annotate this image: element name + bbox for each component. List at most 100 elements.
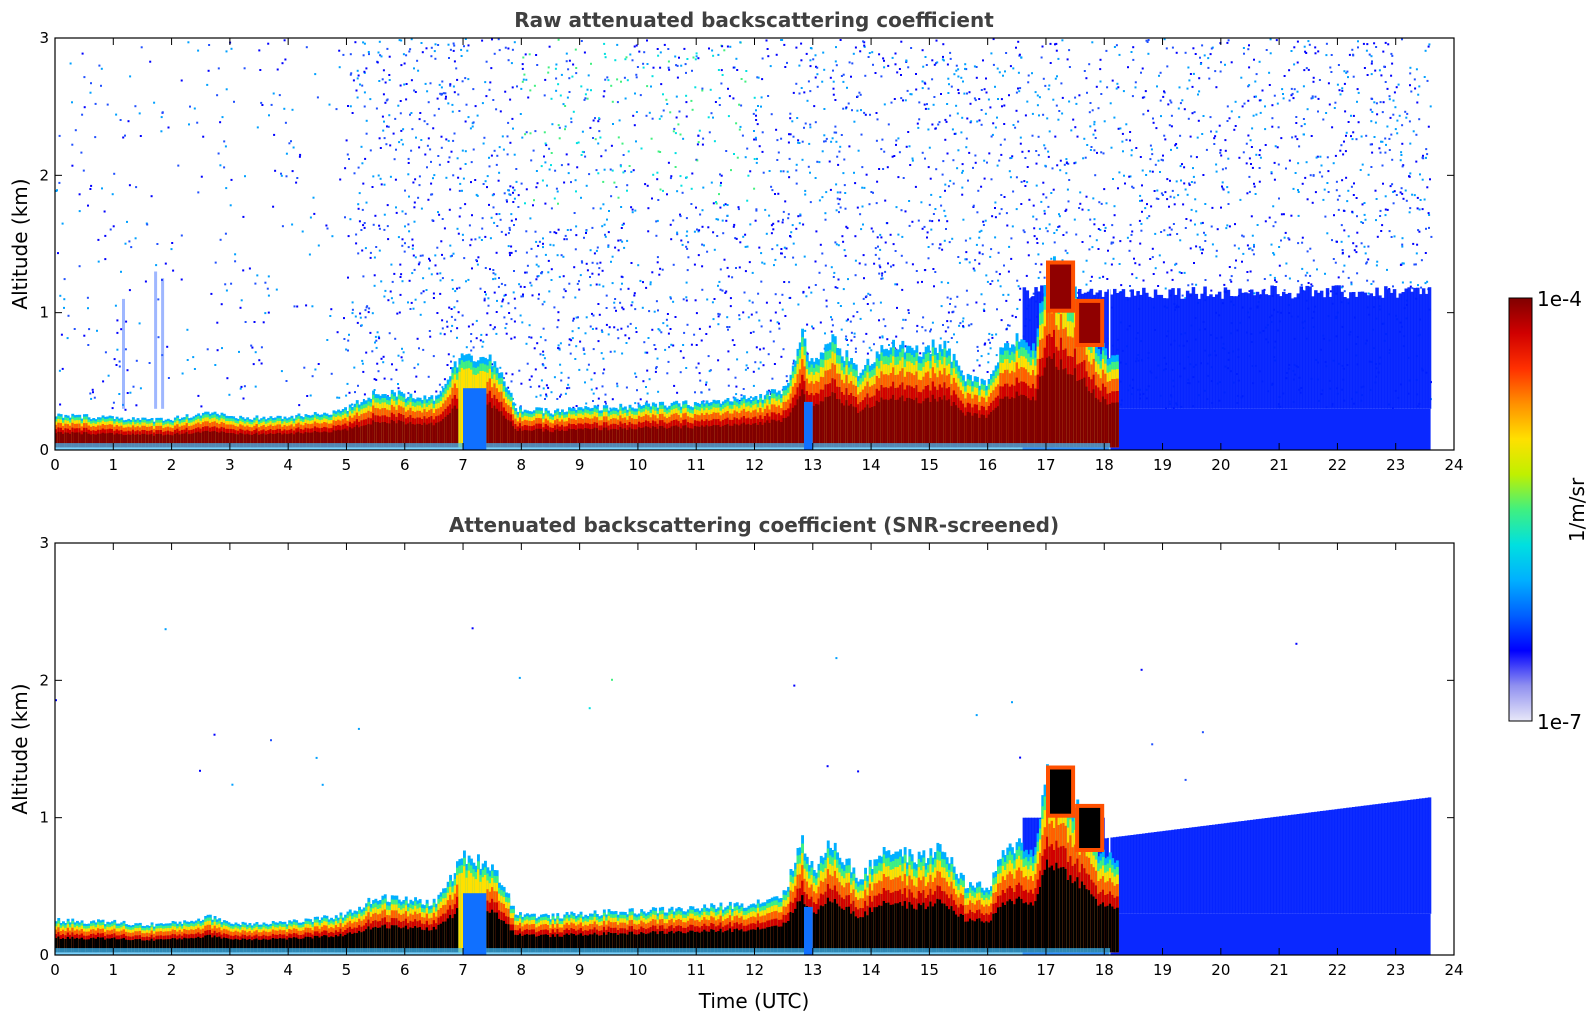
noise-pixel [711,49,714,52]
noise-pixel [1271,104,1274,107]
noise-pixel [775,128,778,131]
noise-pixel [1194,53,1197,55]
noise-pixel [584,155,587,158]
noise-pixel [1310,283,1313,286]
noise-pixel [1228,266,1231,268]
noise-pixel [339,178,342,181]
noise-pixel [280,172,282,175]
noise-pixel [395,206,397,209]
noise-pixel [467,278,470,281]
noise-pixel [1329,66,1332,69]
noise-pixel [928,219,931,222]
noise-pixel [630,304,633,307]
noise-pixel [769,330,772,333]
noise-pixel [373,284,376,287]
noise-pixel [397,383,399,385]
noise-pixel [550,152,553,154]
noise-pixel [898,151,901,154]
noise-pixel [1258,167,1261,169]
noise-pixel [545,395,548,398]
noise-pixel [443,333,446,336]
noise-pixel [389,175,392,178]
noise-pixel [1083,137,1086,140]
noise-pixel [330,372,333,375]
noise-pixel [485,293,487,296]
noise-pixel [387,125,390,128]
signal-streak [161,278,165,409]
noise-pixel [1126,236,1129,239]
noise-pixel [221,347,223,350]
noise-pixel [538,293,540,296]
noise-pixel [542,387,545,390]
noise-pixel [782,218,784,221]
noise-pixel [755,208,758,211]
noise-pixel [1161,194,1164,196]
noise-pixel [1079,202,1082,205]
noise-pixel [439,332,442,335]
noise-pixel [550,97,553,100]
noise-pixel [935,62,937,65]
noise-pixel [393,272,396,275]
noise-pixel [1053,232,1056,234]
noise-pixel [686,58,689,60]
noise-pixel [114,304,117,307]
noise-pixel [961,171,964,174]
noise-pixel [1423,198,1426,201]
noise-pixel [188,123,190,126]
noise-pixel [875,139,878,142]
noise-pixel [371,312,374,315]
noise-pixel [865,332,868,335]
noise-pixel [878,319,880,322]
noise-pixel [167,126,170,129]
noise-pixel [1337,64,1340,66]
noise-pixel [1336,198,1339,201]
noise-pixel [803,91,806,94]
noise-pixel [566,387,569,390]
noise-pixel [91,388,94,391]
clear-air-column [1185,290,1190,409]
noise-pixel [326,339,329,341]
noise-pixel [1174,144,1177,147]
noise-pixel [957,88,960,91]
noise-pixel [1058,225,1061,228]
noise-pixel [1384,195,1387,198]
noise-pixel [919,352,922,355]
noise-pixel [349,53,352,56]
noise-pixel [407,301,409,304]
noise-pixel [1379,215,1382,217]
noise-pixel [399,84,402,87]
noise-pixel [1251,234,1254,237]
noise-pixel [635,44,638,47]
noise-pixel [1093,149,1096,152]
noise-pixel [514,250,517,253]
noise-pixel [1196,233,1199,236]
noise-pixel [1109,102,1112,105]
noise-pixel [894,250,897,252]
noise-pixel [58,134,61,137]
noise-pixel [1086,91,1088,94]
noise-pixel [590,378,593,381]
noise-pixel [1412,242,1415,245]
noise-pixel [731,339,734,342]
backscatter-column [178,434,182,448]
noise-pixel [1356,88,1359,91]
noise-pixel [451,110,454,113]
noise-pixel [507,386,510,389]
noise-pixel [1348,255,1351,258]
noise-pixel [272,205,275,208]
noise-pixel [1105,202,1108,205]
noise-pixel [1097,107,1100,110]
noise-pixel [597,404,600,407]
noise-pixel [563,181,566,184]
noise-pixel [864,263,867,266]
noise-pixel [727,350,730,353]
noise-pixel [1044,147,1047,150]
noise-pixel [189,105,191,108]
noise-pixel [659,51,662,54]
noise-pixel [1249,247,1252,250]
noise-pixel [840,134,843,136]
noise-pixel [980,293,983,296]
noise-pixel [200,405,203,408]
noise-pixel [989,347,992,350]
noise-pixel [581,150,584,153]
